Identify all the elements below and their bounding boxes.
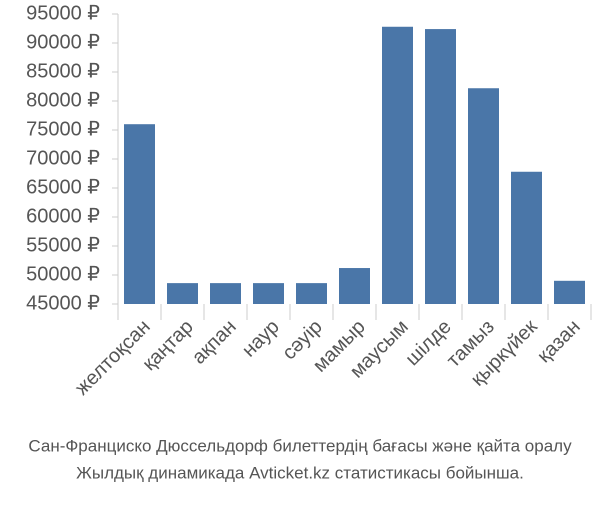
bar [253, 283, 284, 304]
y-tick-label: 75000 ₽ [26, 118, 100, 140]
y-tick-label: 60000 ₽ [26, 205, 100, 227]
bar [210, 283, 241, 304]
bar [468, 88, 499, 305]
x-tick-label: ақпан [188, 316, 241, 369]
bar [124, 124, 155, 304]
caption-line: Сан-Франциско Дюссельдорф билеттердің ба… [28, 436, 572, 455]
y-tick-label: 50000 ₽ [26, 263, 100, 285]
caption-line: Жылдық динамикада Avticket.kz статистика… [76, 463, 524, 482]
y-tick-label: 90000 ₽ [26, 31, 100, 53]
x-tick-label: наур [238, 316, 284, 362]
bar [425, 29, 456, 305]
y-tick-label: 70000 ₽ [26, 147, 100, 169]
bar [382, 26, 413, 304]
y-tick-label: 55000 ₽ [26, 234, 100, 256]
bar [511, 171, 542, 304]
bar [296, 283, 327, 304]
bar [554, 280, 585, 304]
bar [339, 268, 370, 304]
bar [167, 283, 198, 304]
y-tick-label: 85000 ₽ [26, 60, 100, 82]
y-tick-label: 45000 ₽ [26, 292, 100, 314]
y-tick-label: 80000 ₽ [26, 89, 100, 111]
x-tick-label: қазан [533, 316, 585, 368]
y-tick-label: 65000 ₽ [26, 176, 100, 198]
y-tick-label: 95000 ₽ [26, 2, 100, 24]
